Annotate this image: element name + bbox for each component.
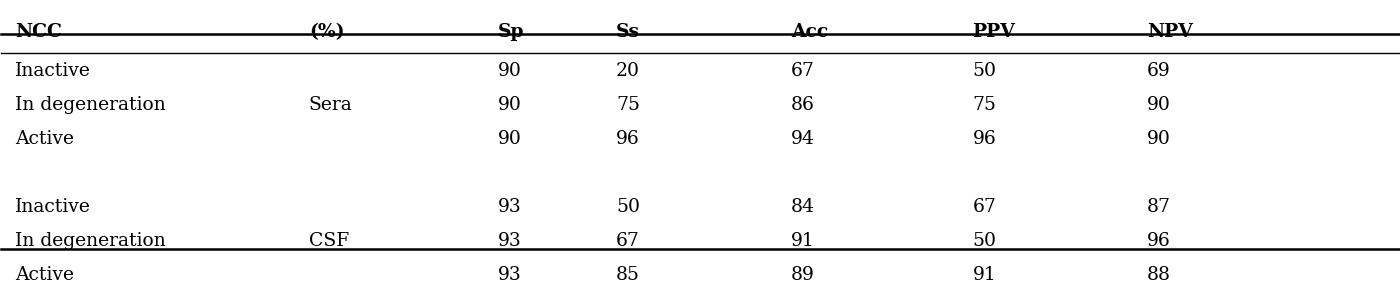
Text: 93: 93 xyxy=(497,266,521,284)
Text: 91: 91 xyxy=(973,266,997,284)
Text: 90: 90 xyxy=(1147,130,1170,148)
Text: Inactive: Inactive xyxy=(15,62,91,80)
Text: In degeneration: In degeneration xyxy=(15,232,167,250)
Text: NCC: NCC xyxy=(15,23,62,41)
Text: Ss: Ss xyxy=(616,23,640,41)
Text: 90: 90 xyxy=(1147,96,1170,114)
Text: 50: 50 xyxy=(616,198,640,216)
Text: Active: Active xyxy=(15,266,74,284)
Text: Sp: Sp xyxy=(497,23,524,41)
Text: 84: 84 xyxy=(791,198,815,216)
Text: 89: 89 xyxy=(791,266,815,284)
Text: 20: 20 xyxy=(616,62,640,80)
Text: 67: 67 xyxy=(791,62,815,80)
Text: PPV: PPV xyxy=(973,23,1015,41)
Text: 86: 86 xyxy=(791,96,815,114)
Text: 88: 88 xyxy=(1147,266,1172,284)
Text: 50: 50 xyxy=(973,232,997,250)
Text: 85: 85 xyxy=(616,266,640,284)
Text: 87: 87 xyxy=(1147,198,1172,216)
Text: 75: 75 xyxy=(973,96,997,114)
Text: Inactive: Inactive xyxy=(15,198,91,216)
Text: 96: 96 xyxy=(973,130,997,148)
Text: NPV: NPV xyxy=(1147,23,1193,41)
Text: In degeneration: In degeneration xyxy=(15,96,167,114)
Text: 69: 69 xyxy=(1147,62,1170,80)
Text: Sera: Sera xyxy=(309,96,353,114)
Text: 90: 90 xyxy=(497,62,521,80)
Text: (%): (%) xyxy=(309,23,344,41)
Text: 93: 93 xyxy=(497,198,521,216)
Text: 91: 91 xyxy=(791,232,815,250)
Text: 67: 67 xyxy=(973,198,997,216)
Text: 50: 50 xyxy=(973,62,997,80)
Text: Acc: Acc xyxy=(791,23,827,41)
Text: 67: 67 xyxy=(616,232,640,250)
Text: 96: 96 xyxy=(616,130,640,148)
Text: 75: 75 xyxy=(616,96,640,114)
Text: 90: 90 xyxy=(497,130,521,148)
Text: CSF: CSF xyxy=(309,232,349,250)
Text: 96: 96 xyxy=(1147,232,1170,250)
Text: 90: 90 xyxy=(497,96,521,114)
Text: Active: Active xyxy=(15,130,74,148)
Text: 94: 94 xyxy=(791,130,815,148)
Text: 93: 93 xyxy=(497,232,521,250)
